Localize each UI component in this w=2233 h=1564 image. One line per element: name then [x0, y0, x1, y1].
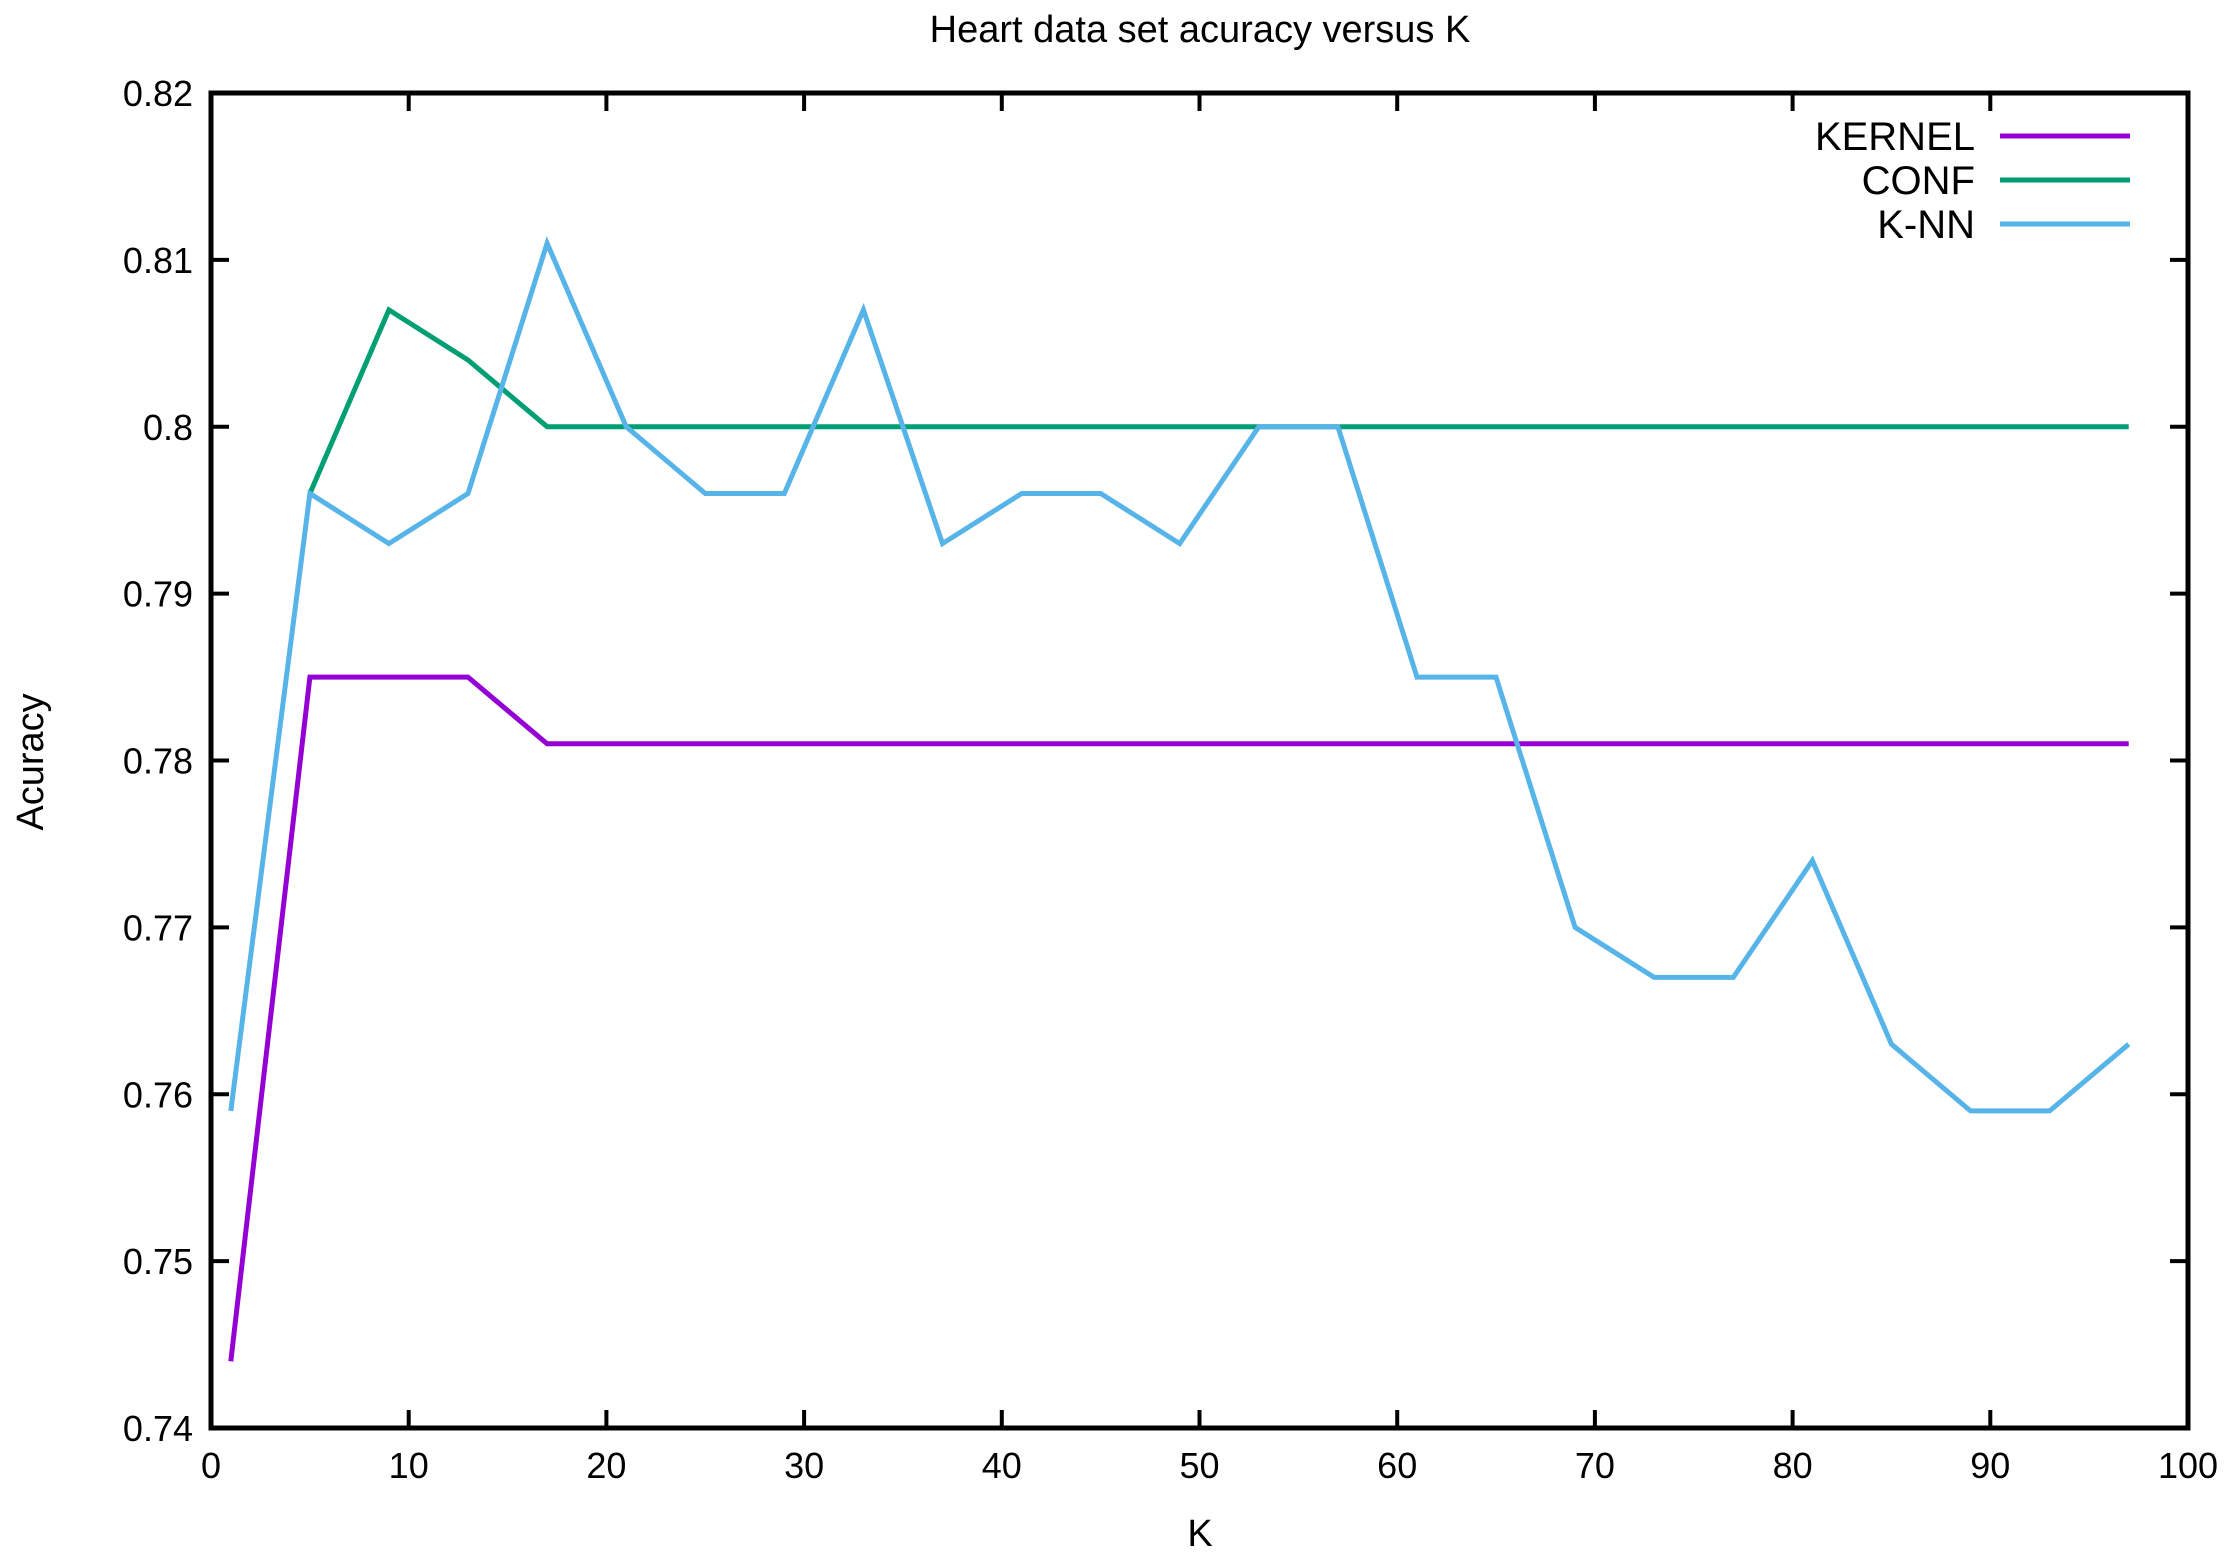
- x-tick-label: 60: [1377, 1445, 1417, 1486]
- y-tick-label: 0.78: [123, 741, 193, 782]
- axis-ticks: 0 10 20 30 40 50 60 70 80 90 100 0.74 0.75 0.76 0.77 0.…: [123, 73, 2218, 1486]
- y-tick-label: 0.74: [123, 1408, 193, 1449]
- chart-title: Heart data set acuracy versus K: [930, 9, 1471, 51]
- y-tick-label: 0.75: [123, 1241, 193, 1282]
- y-tick-label: 0.79: [123, 574, 193, 615]
- series-line-kernel: [228, 674, 2129, 1362]
- x-tick-label: 80: [1773, 1445, 1813, 1486]
- y-tick-label: 0.81: [123, 240, 193, 281]
- x-tick-label: 100: [2158, 1445, 2218, 1486]
- x-tick-label: 90: [1970, 1445, 2010, 1486]
- x-tick-label: 50: [1179, 1445, 1219, 1486]
- series-line-conf: [307, 306, 2129, 495]
- y-axis-title: Acuracy: [10, 693, 52, 830]
- x-tick-label: 70: [1575, 1445, 1615, 1486]
- y-tick-label: 0.76: [123, 1074, 193, 1115]
- x-tick-label: 0: [201, 1445, 221, 1486]
- series-lines: [228, 236, 2131, 1362]
- x-tick-label: 40: [982, 1445, 1022, 1486]
- plot-frame: [208, 90, 2191, 1431]
- x-tick-label: 10: [389, 1445, 429, 1486]
- x-axis-title: K: [1187, 1513, 1212, 1555]
- legend-label-kernel: KERNEL: [1815, 115, 1975, 159]
- x-tick-label: 30: [784, 1445, 824, 1486]
- series-line-k-nn: [228, 236, 2131, 1114]
- y-tick-label: 0.77: [123, 907, 193, 948]
- x-tick-label: 20: [586, 1445, 626, 1486]
- legend-label-k-nn: K-NN: [1877, 203, 1975, 247]
- y-tick-label: 0.8: [143, 407, 193, 448]
- y-tick-label: 0.82: [123, 73, 193, 114]
- legend-label-conf: CONF: [1862, 159, 1975, 203]
